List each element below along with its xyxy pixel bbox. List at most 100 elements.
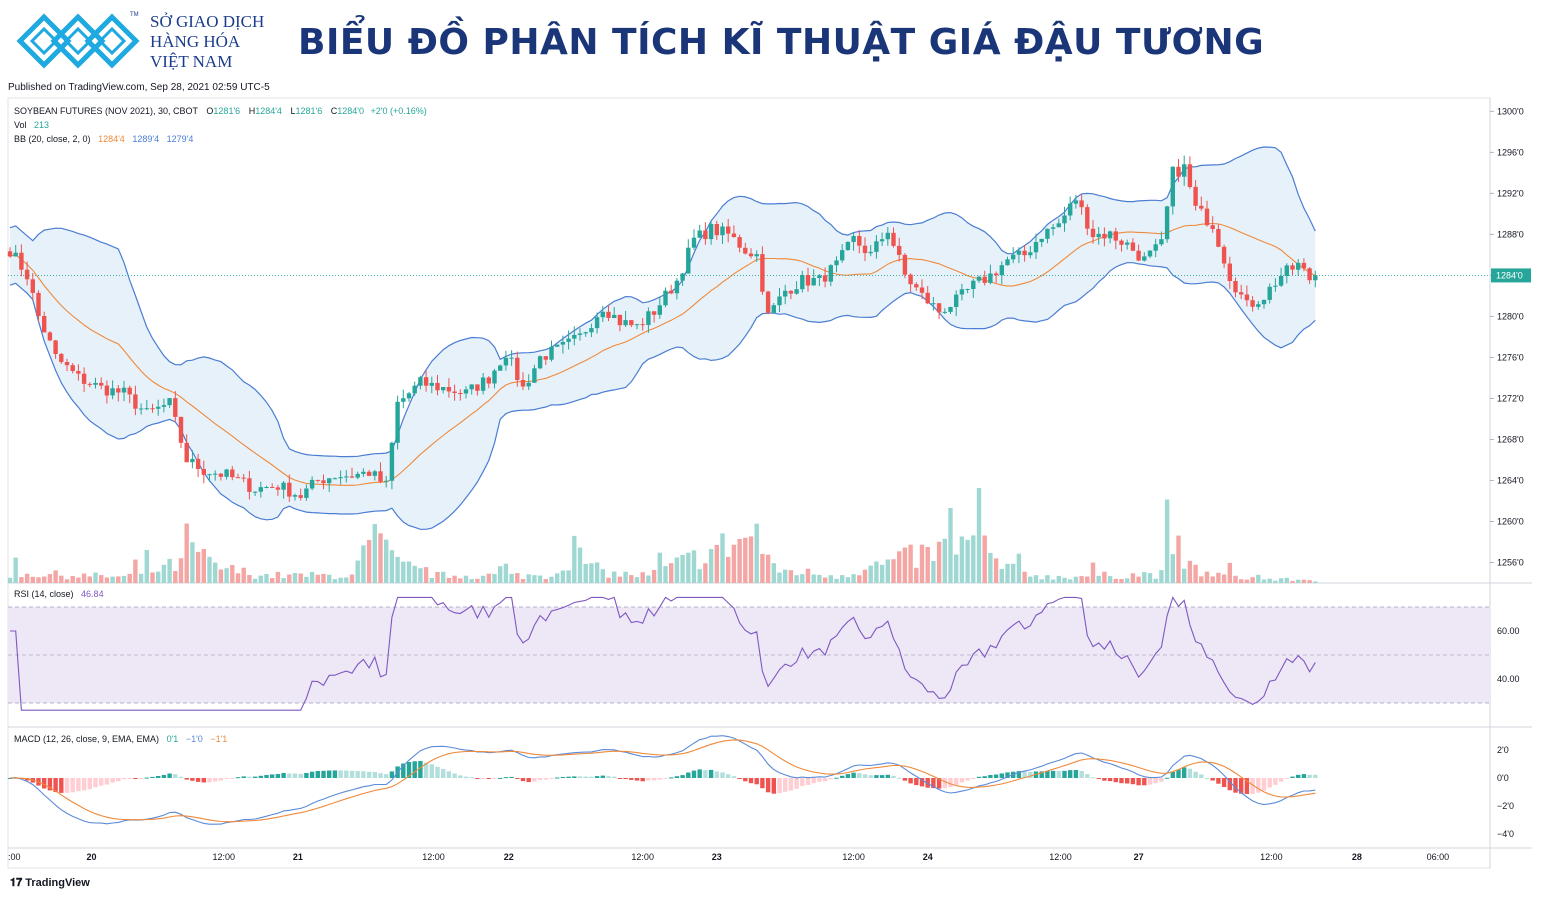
volume-bar	[1233, 575, 1238, 583]
macd-line	[9, 735, 1316, 825]
macd-histogram-bar	[515, 778, 520, 779]
volume-bar	[201, 549, 206, 583]
price-tick-label: 1264'0	[1497, 475, 1524, 485]
macd-histogram-bar	[384, 774, 389, 778]
macd-histogram-bar	[435, 766, 440, 778]
candle-body	[150, 408, 155, 410]
macd-histogram-bar	[53, 778, 58, 793]
macd-histogram-bar	[1301, 774, 1307, 778]
macd-histogram-bar	[315, 771, 320, 778]
candle-body	[1022, 250, 1027, 256]
candle-body	[902, 254, 908, 275]
volume-bar	[988, 552, 993, 583]
macd-histogram-bar	[1068, 770, 1073, 778]
volume-bar	[634, 577, 640, 583]
candle-body	[1261, 299, 1267, 305]
candle-body	[452, 391, 457, 393]
volume-bar	[1170, 554, 1175, 583]
volume-bar	[42, 576, 47, 583]
macd-tick-label: −4'0	[1497, 829, 1514, 839]
volume-bar	[1016, 553, 1022, 583]
macd-histogram-bar	[1273, 778, 1278, 785]
candle-body	[1079, 200, 1084, 208]
macd-histogram-bar	[771, 778, 776, 794]
candle-body	[737, 237, 742, 248]
candle-body	[549, 346, 554, 360]
candle-body	[355, 473, 360, 478]
volume-bar	[1096, 575, 1101, 583]
candle-body	[868, 251, 873, 254]
volume-bar	[1176, 535, 1181, 583]
macd-histogram-bar	[486, 778, 491, 779]
legend-bb-upper: 1289'4	[132, 134, 159, 144]
macd-histogram-bar	[714, 771, 719, 778]
candle-body	[475, 384, 480, 391]
candle-body	[857, 236, 862, 246]
candle-body	[971, 280, 976, 289]
volume-bar	[572, 535, 577, 583]
macd-histogram-bar	[976, 776, 982, 778]
volume-bar	[116, 576, 121, 583]
macd-histogram-bar	[1016, 771, 1022, 778]
candle-body	[1050, 227, 1056, 229]
volume-bar	[190, 542, 195, 583]
candle-body	[304, 488, 309, 498]
candle-body	[1005, 259, 1010, 266]
candle-body	[1182, 164, 1187, 177]
last-price-tag: 1284'0	[1491, 268, 1531, 283]
volume-bar	[532, 575, 537, 583]
candle-body	[851, 236, 856, 242]
macd-histogram-bar	[412, 761, 417, 778]
macd-histogram-bar	[469, 777, 474, 779]
volume-bar	[81, 573, 87, 583]
volume-bar	[520, 579, 526, 583]
candle-body	[726, 226, 731, 234]
macd-histogram-bar	[708, 769, 714, 778]
candle-body	[537, 356, 543, 369]
candle-body	[583, 332, 588, 334]
candle-body	[1016, 250, 1022, 255]
candle-body	[845, 242, 851, 250]
volume-bar	[1028, 576, 1033, 583]
chart-area[interactable]: 1300'0 1296'0 1292'0 1288'0 1284'0 1280'0 1276…	[0, 96, 1541, 874]
macd-histogram-bar	[252, 776, 258, 778]
candle-body	[1033, 242, 1039, 253]
volume-bar	[834, 578, 839, 583]
candle-body	[1096, 233, 1101, 238]
macd-histogram-bar	[743, 778, 748, 782]
volume-bar	[258, 575, 263, 583]
volume-bar	[800, 574, 805, 583]
volume-bar	[30, 576, 35, 583]
candle-body	[42, 316, 47, 333]
candle-body	[1136, 250, 1141, 261]
macd-histogram-bar	[144, 777, 149, 779]
candle-body	[19, 252, 24, 270]
macd-tick-label: 0'0	[1497, 773, 1509, 783]
tradingview-brand[interactable]: 𝟏𝟕 TradingView	[10, 877, 90, 890]
macd-histogram-bar	[173, 774, 178, 778]
candle-body	[520, 380, 526, 387]
macd-histogram-bar	[401, 763, 406, 778]
volume-bar	[463, 575, 469, 583]
volume-bar	[526, 574, 531, 583]
candle-body	[1199, 205, 1204, 209]
macd-histogram-bar	[247, 776, 252, 778]
candle-body	[224, 469, 229, 477]
volume-bar	[344, 577, 349, 583]
candle-body	[435, 382, 440, 391]
volume-bar	[1113, 578, 1118, 583]
macd-histogram-bar	[258, 775, 263, 778]
price-tick-label: 1296'0	[1497, 147, 1524, 157]
macd-histogram-bar	[1164, 777, 1170, 779]
candle-body	[1227, 263, 1232, 281]
macd-histogram-bar	[1227, 778, 1232, 791]
candle-body	[600, 311, 605, 318]
candle-body	[777, 296, 782, 306]
candle-body	[874, 241, 879, 252]
macd-histogram-bar	[1278, 778, 1284, 782]
volume-bar	[971, 535, 976, 583]
candle-body	[1028, 252, 1033, 256]
candle-body	[1221, 246, 1227, 264]
macd-histogram-bar	[1125, 778, 1130, 784]
volume-bar	[760, 554, 765, 583]
